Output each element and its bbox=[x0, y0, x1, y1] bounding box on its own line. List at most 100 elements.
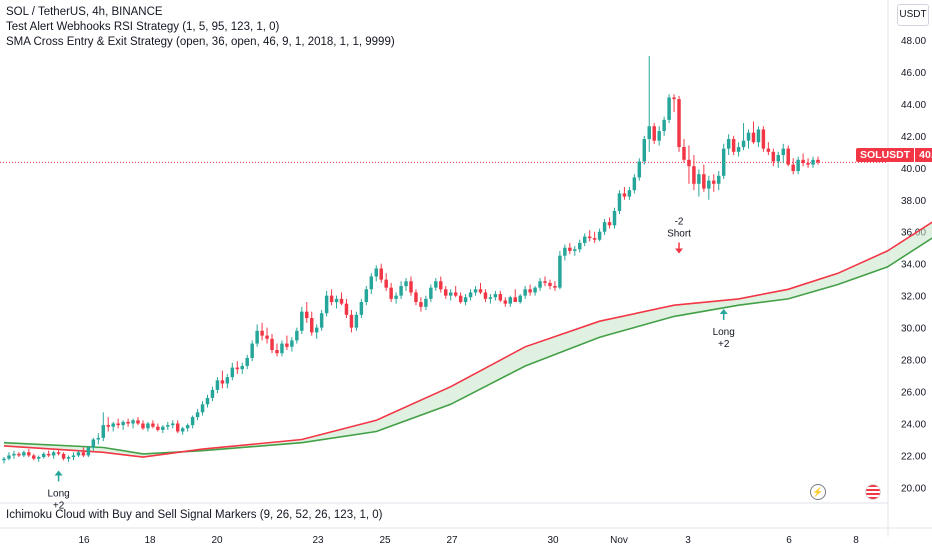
y-tick-label: 28.00 bbox=[901, 356, 926, 367]
candle bbox=[419, 297, 423, 312]
candle bbox=[667, 94, 671, 124]
y-tick-label: 26.00 bbox=[901, 388, 926, 399]
candle bbox=[637, 158, 642, 181]
x-tick-label: 3 bbox=[685, 535, 691, 546]
us-flag-icon[interactable] bbox=[865, 484, 881, 500]
candle bbox=[439, 276, 443, 293]
candle bbox=[285, 335, 289, 350]
candle bbox=[66, 455, 71, 462]
candle bbox=[791, 158, 795, 175]
candle bbox=[166, 421, 170, 430]
candle bbox=[22, 450, 26, 458]
candle bbox=[607, 217, 612, 229]
candle bbox=[434, 278, 438, 291]
x-tick-label: 8 bbox=[853, 535, 859, 546]
candle bbox=[692, 155, 696, 191]
candle bbox=[632, 174, 637, 194]
candle bbox=[712, 174, 716, 192]
candle bbox=[424, 295, 428, 311]
candle bbox=[553, 281, 557, 291]
candle bbox=[280, 340, 284, 357]
candle bbox=[444, 286, 448, 299]
candle bbox=[190, 415, 195, 429]
candle bbox=[677, 95, 681, 152]
x-tick-label: 27 bbox=[446, 535, 458, 546]
signal-label: Short bbox=[667, 229, 691, 240]
candle bbox=[592, 231, 597, 243]
candle bbox=[761, 126, 766, 152]
candle bbox=[682, 139, 686, 164]
candle bbox=[2, 457, 6, 464]
candle bbox=[468, 289, 473, 301]
candle bbox=[171, 420, 175, 429]
x-tick-label: 18 bbox=[144, 535, 156, 546]
candle bbox=[642, 135, 647, 165]
candle bbox=[528, 284, 532, 296]
candle bbox=[796, 156, 800, 175]
y-tick-label: 34.00 bbox=[901, 260, 926, 271]
candle bbox=[627, 186, 632, 200]
candle bbox=[811, 156, 815, 168]
candle bbox=[612, 207, 617, 229]
candle bbox=[707, 175, 711, 200]
signal-marker: Long+2 bbox=[47, 470, 70, 511]
indicator-sma-cross[interactable]: SMA Cross Entry & Exit Strategy (open, 3… bbox=[6, 36, 395, 48]
candle bbox=[364, 286, 369, 306]
candle bbox=[806, 158, 810, 168]
y-tick-label: 38.00 bbox=[901, 196, 926, 207]
candle bbox=[503, 297, 508, 307]
candle bbox=[533, 286, 537, 296]
x-tick-label: 25 bbox=[379, 535, 391, 546]
candle bbox=[290, 337, 294, 352]
y-tick-label: 20.00 bbox=[901, 483, 926, 494]
candle bbox=[558, 250, 562, 290]
candle bbox=[270, 334, 274, 354]
candle bbox=[548, 279, 552, 290]
candle bbox=[587, 230, 592, 242]
candle bbox=[314, 324, 319, 339]
candle bbox=[175, 420, 180, 434]
candle bbox=[81, 447, 86, 458]
x-tick-label: 30 bbox=[547, 535, 559, 546]
indicator-rsi-strategy[interactable]: Test Alert Webhooks RSI Strategy (1, 5, … bbox=[6, 21, 280, 33]
candle bbox=[568, 242, 572, 255]
candle bbox=[414, 289, 418, 306]
candle bbox=[215, 377, 220, 394]
y-tick-label: 40.00 bbox=[901, 164, 926, 175]
candle bbox=[71, 452, 76, 461]
candle bbox=[736, 142, 741, 157]
candle bbox=[96, 433, 101, 445]
candle bbox=[230, 362, 235, 381]
candle bbox=[369, 273, 374, 295]
candle bbox=[37, 455, 41, 462]
indicator-ichimoku[interactable]: Ichimoku Cloud with Buy and Sell Signal … bbox=[6, 509, 383, 521]
candle bbox=[458, 292, 463, 304]
candle bbox=[141, 420, 145, 430]
candle bbox=[17, 452, 21, 458]
last-price-symbol: SOLUSDT bbox=[856, 148, 915, 162]
candle bbox=[46, 450, 51, 458]
candle bbox=[513, 289, 517, 303]
candle bbox=[647, 55, 651, 152]
candle bbox=[205, 394, 210, 408]
candle bbox=[493, 290, 498, 301]
candle bbox=[260, 322, 264, 341]
symbol-title[interactable]: SOL / TetherUS, 4h, BINANCE bbox=[6, 6, 163, 18]
candle bbox=[374, 265, 378, 282]
candle bbox=[716, 171, 721, 191]
lightning-icon[interactable]: ⚡ bbox=[810, 484, 826, 500]
candle bbox=[652, 123, 656, 144]
currency-button[interactable]: USDT bbox=[897, 4, 929, 26]
candle bbox=[657, 126, 661, 146]
candle bbox=[180, 426, 185, 435]
candle bbox=[702, 164, 706, 192]
candle bbox=[210, 386, 215, 402]
candle bbox=[27, 449, 31, 458]
x-tick-label: Nov bbox=[610, 535, 628, 546]
candle bbox=[195, 409, 200, 421]
candle bbox=[324, 290, 329, 317]
candle bbox=[741, 123, 746, 151]
candle bbox=[200, 401, 205, 416]
